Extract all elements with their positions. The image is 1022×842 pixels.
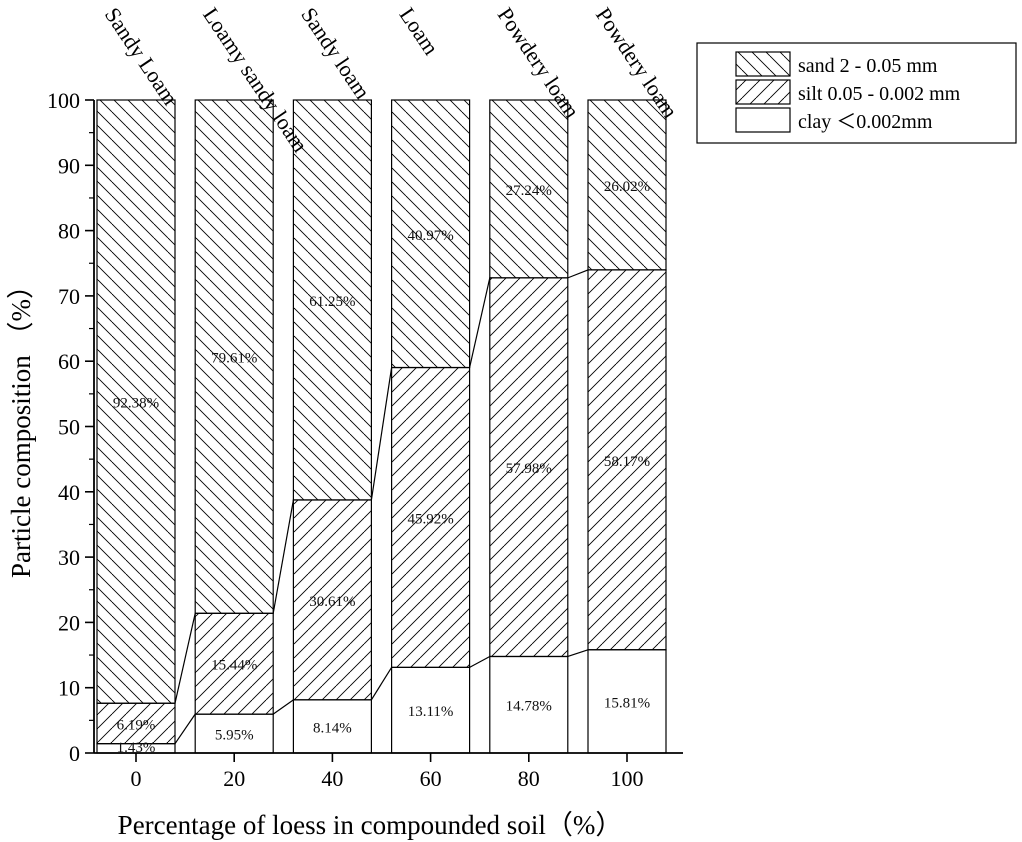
connector-line xyxy=(469,277,491,368)
bar-value-label: 30.61% xyxy=(309,594,355,610)
bar-value-label: 40.97% xyxy=(407,228,453,244)
x-axis-ticks: 0 20 40 60 80 100 xyxy=(131,753,644,791)
connector-lines xyxy=(174,269,589,745)
bar-segment-forward-hatch-60 xyxy=(391,366,471,668)
connector-line xyxy=(174,713,196,745)
bars-group xyxy=(96,99,667,754)
bar-segment-back-hatch-80 xyxy=(489,99,569,279)
y-tick-label: 40 xyxy=(58,480,80,505)
x-tick-label: 20 xyxy=(223,766,245,791)
bar-value-label: 1.43% xyxy=(117,740,156,756)
y-tick-label: 10 xyxy=(58,676,80,701)
x-tick-label: 100 xyxy=(611,766,644,791)
bar-segment-forward-hatch-100 xyxy=(587,269,667,651)
legend-swatch xyxy=(735,79,791,105)
bar-value-labels: 1.43% 6.19% 92.38% 5.95% 15.44% 79.61% 8.14% 30… xyxy=(113,179,650,756)
bar-segment-none-80 xyxy=(489,655,569,754)
connector-line xyxy=(469,655,491,668)
legend: sand 2 - 0.05 mm silt 0.05 - 0.002 mm clay… xyxy=(696,42,1017,144)
bar-segment-forward-hatch-80 xyxy=(489,277,569,658)
connector-line xyxy=(174,613,196,704)
bar-segment-forward-hatch-40 xyxy=(292,499,372,701)
bar-segment-none-100 xyxy=(587,649,667,754)
y-tick-label: 20 xyxy=(58,610,80,635)
x-tick-label: 80 xyxy=(518,766,540,791)
bar-value-label: 15.44% xyxy=(211,658,257,674)
y-tick-label: 70 xyxy=(58,284,80,309)
bar-value-label: 45.92% xyxy=(407,511,453,527)
bar-value-label: 92.38% xyxy=(113,396,159,412)
y-axis-title: Particle composition （%） xyxy=(6,272,36,578)
bar-segment-back-hatch-40 xyxy=(292,99,372,501)
bar-segment-back-hatch-0 xyxy=(96,99,176,704)
bar-value-label: 57.98% xyxy=(506,461,552,477)
bar-value-label: 26.02% xyxy=(604,179,650,195)
legend-entry-label: silt 0.05 - 0.002 mm xyxy=(798,83,961,105)
soil-type-label: Sandy Loam xyxy=(100,3,183,110)
bar-segment-forward-hatch-0 xyxy=(96,702,176,745)
bar-value-label: 61.25% xyxy=(309,294,355,310)
soil-type-label: Loam xyxy=(394,3,443,60)
connector-line xyxy=(567,649,589,658)
x-tick-label: 40 xyxy=(321,766,343,791)
bar-segment-back-hatch-100 xyxy=(587,99,667,271)
x-tick-label: 0 xyxy=(131,766,142,791)
bar-value-label: 5.95% xyxy=(215,728,254,744)
y-tick-label: 60 xyxy=(58,349,80,374)
legend-entry-label: sand 2 - 0.05 mm xyxy=(798,55,938,77)
bar-value-label: 6.19% xyxy=(117,717,156,733)
y-tick-label: 80 xyxy=(58,219,80,244)
legend-swatch xyxy=(735,51,791,77)
soil-type-label: Sandy loam xyxy=(296,3,375,104)
bar-segment-back-hatch-60 xyxy=(391,99,471,369)
x-tick-label: 60 xyxy=(420,766,442,791)
bar-segment-none-40 xyxy=(292,699,372,754)
legend-entry-label: clay ＜0.002mm xyxy=(798,111,933,133)
connector-line xyxy=(370,367,393,501)
connector-line xyxy=(370,667,393,701)
y-axis-ticks: 0 10 20 30 40 50 60 70 80 90 100 xyxy=(47,88,94,766)
bar-value-label: 13.11% xyxy=(408,704,454,720)
legend-swatch xyxy=(735,107,791,133)
bar-segment-forward-hatch-20 xyxy=(194,612,274,715)
bar-value-label: 27.24% xyxy=(506,183,552,199)
connector-line xyxy=(567,269,589,279)
y-tick-label: 0 xyxy=(69,741,80,766)
connector-line xyxy=(272,699,294,715)
connector-line xyxy=(272,499,294,614)
bar-segment-back-hatch-20 xyxy=(194,99,274,614)
x-axis-title: Percentage of loess in compounded soil（%… xyxy=(118,810,623,840)
bar-value-label: 79.61% xyxy=(211,351,257,367)
bar-value-label: 8.14% xyxy=(313,720,352,736)
y-tick-label: 50 xyxy=(58,415,80,440)
bar-value-label: 58.17% xyxy=(604,454,650,470)
y-tick-label: 30 xyxy=(58,545,80,570)
y-tick-label: 90 xyxy=(58,153,80,178)
bar-value-label: 15.81% xyxy=(604,695,650,711)
bar-value-label: 14.78% xyxy=(506,699,552,715)
y-tick-label: 100 xyxy=(47,88,80,113)
